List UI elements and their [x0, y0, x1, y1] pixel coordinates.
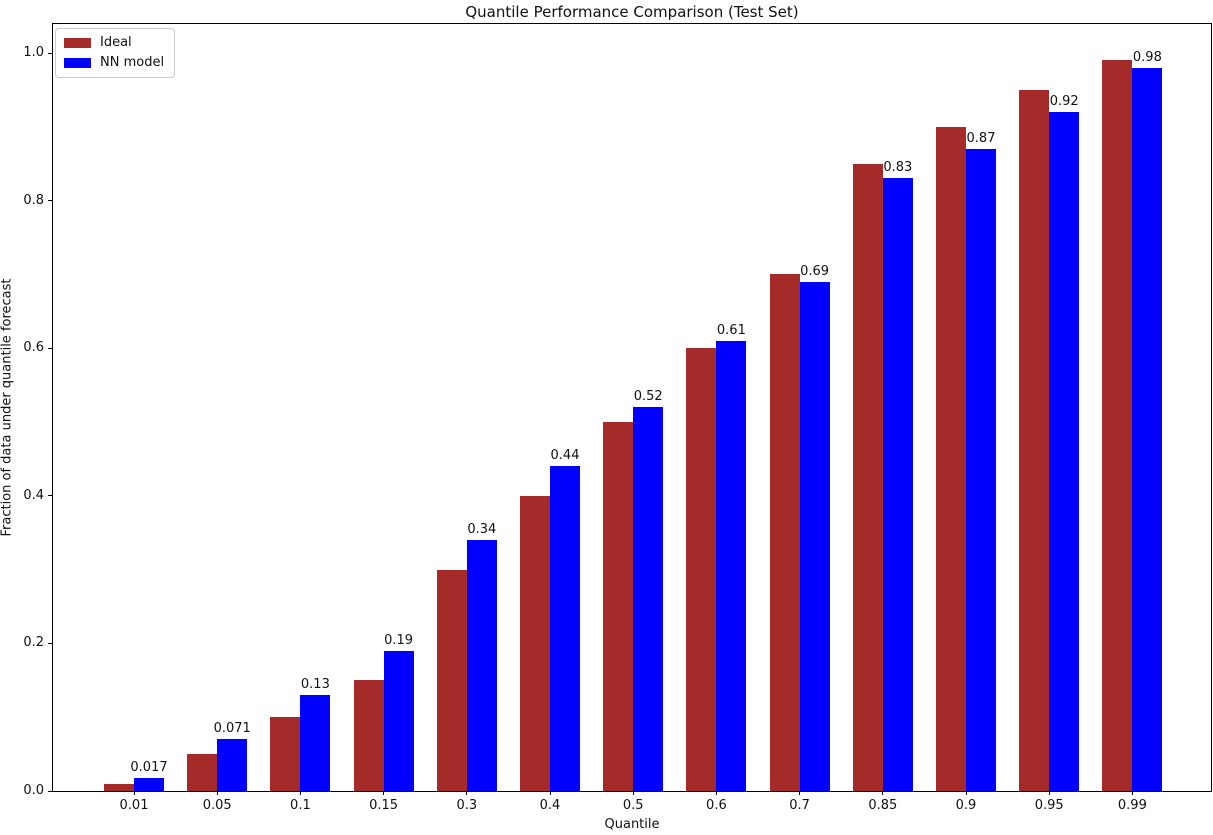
x-tick-label: 0.85 — [868, 798, 898, 813]
y-tick-label: 0.6 — [23, 340, 44, 356]
legend-item-nn-model: NN model — [64, 56, 164, 70]
value-label: 0.017 — [130, 760, 168, 776]
x-tick-label: 0.3 — [456, 798, 478, 813]
y-tick-label: 0.4 — [23, 487, 44, 503]
x-tick-mark — [715, 791, 717, 795]
legend-item-ideal: Ideal — [64, 36, 164, 50]
ideal-swatch-icon — [64, 38, 91, 48]
plot-area — [52, 23, 1212, 792]
bar-ideal — [520, 495, 550, 791]
bar-ideal — [353, 680, 384, 791]
y-tick-mark — [48, 790, 52, 792]
value-label: 0.44 — [550, 448, 580, 464]
bar-nn-model — [383, 650, 414, 791]
x-tick-label: 0.5 — [622, 798, 644, 813]
y-tick-label: 0.8 — [23, 192, 44, 208]
x-tick-mark — [882, 791, 884, 795]
y-tick-label: 0.2 — [23, 635, 44, 651]
x-tick-mark — [299, 791, 301, 795]
x-tick-label: 0.95 — [1034, 798, 1064, 813]
x-tick-label: 0.6 — [706, 798, 727, 813]
y-tick-mark — [48, 200, 52, 202]
x-tick-mark — [799, 791, 801, 795]
bar-ideal — [1102, 60, 1133, 791]
x-tick-mark — [216, 791, 218, 795]
y-tick-mark — [48, 52, 52, 54]
bar-nn-model — [966, 148, 996, 791]
bar-nn-model — [799, 281, 830, 791]
value-label: 0.34 — [467, 522, 497, 538]
bar-nn-model — [217, 738, 248, 791]
bar-ideal — [603, 422, 634, 791]
value-label: 0.61 — [716, 322, 746, 338]
value-label: 0.69 — [800, 263, 830, 279]
bar-ideal — [769, 274, 800, 791]
legend-label-ideal: Ideal — [100, 35, 132, 50]
x-tick-mark — [1131, 791, 1133, 795]
value-label: 0.98 — [1132, 49, 1162, 65]
nn-model-swatch-icon — [64, 58, 91, 68]
y-tick-label: 0.0 — [23, 783, 44, 798]
value-label: 0.19 — [384, 632, 414, 648]
bar-ideal — [686, 348, 717, 791]
bar-nn-model — [633, 407, 664, 791]
x-tick-mark — [133, 791, 135, 795]
chart-title: Quantile Performance Comparison (Test Se… — [465, 3, 799, 21]
y-tick-mark — [48, 495, 52, 497]
bar-nn-model — [1132, 67, 1163, 791]
x-tick-mark — [965, 791, 967, 795]
bar-ideal — [436, 569, 467, 791]
value-label: 0.83 — [883, 160, 913, 176]
bar-ideal — [104, 783, 134, 791]
bar-ideal — [936, 126, 966, 791]
bar-ideal — [1019, 89, 1050, 791]
y-axis-label: Fraction of data under quantile forecast — [0, 278, 15, 537]
x-tick-label: 0.7 — [789, 798, 810, 813]
x-tick-label: 0.01 — [119, 798, 149, 813]
bar-nn-model — [882, 178, 913, 791]
bar-nn-model — [1049, 112, 1080, 791]
value-label: 0.13 — [300, 677, 330, 693]
y-tick-mark — [48, 347, 52, 349]
y-tick-label: 1.0 — [23, 45, 44, 60]
x-axis-label: Quantile — [604, 817, 660, 832]
x-tick-mark — [549, 791, 551, 795]
value-label: 0.92 — [1049, 94, 1079, 110]
value-label: 0.87 — [966, 130, 996, 146]
value-label: 0.52 — [633, 389, 663, 405]
bar-ideal — [270, 717, 301, 791]
x-tick-mark — [632, 791, 634, 795]
x-tick-mark — [383, 791, 385, 795]
x-tick-label: 0.1 — [290, 798, 311, 813]
x-tick-mark — [466, 791, 468, 795]
x-tick-label: 0.4 — [539, 798, 561, 813]
bar-ideal — [852, 163, 883, 791]
bar-nn-model — [466, 540, 497, 791]
x-tick-label: 0.99 — [1117, 798, 1147, 813]
y-tick-mark — [48, 642, 52, 644]
x-tick-label: 0.05 — [202, 798, 232, 813]
x-tick-label: 0.9 — [955, 798, 977, 813]
x-tick-label: 0.15 — [369, 798, 399, 813]
bar-nn-model — [134, 778, 164, 791]
bar-nn-model — [550, 466, 580, 791]
bar-nn-model — [716, 340, 747, 791]
bar-ideal — [187, 754, 218, 791]
value-label: 0.071 — [213, 720, 251, 736]
legend-label-nn-model: NN model — [100, 55, 165, 70]
x-tick-mark — [1048, 791, 1050, 795]
bar-nn-model — [300, 695, 331, 791]
legend: Ideal NN model — [55, 28, 176, 78]
